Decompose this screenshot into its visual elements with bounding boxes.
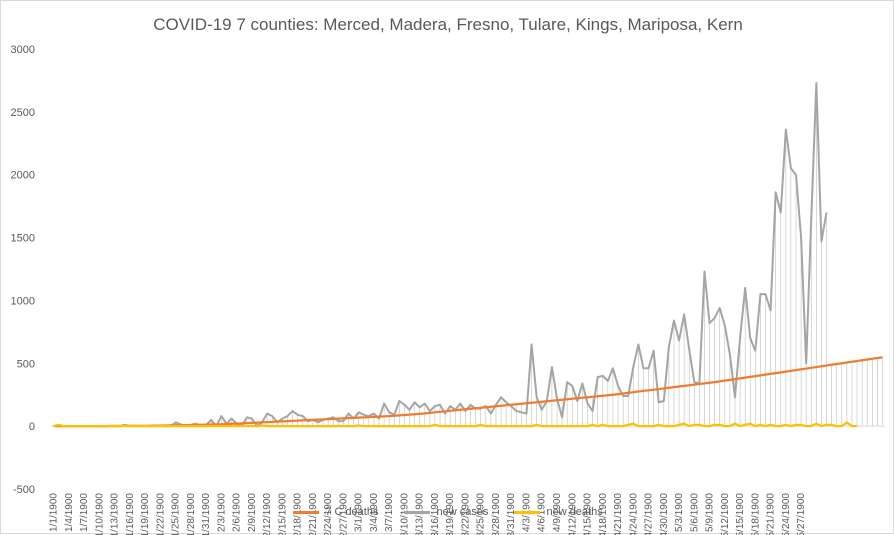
x-tick-label: 2/24/1900 <box>323 493 334 535</box>
x-tick-label: 1/13/1900 <box>110 493 121 535</box>
x-tick-label: 4/30/1900 <box>659 493 670 535</box>
y-tick-label: 1000 <box>11 295 35 307</box>
y-tick-label: 0 <box>29 421 35 433</box>
x-tick-label: 2/9/1900 <box>247 493 258 532</box>
x-tick-label: 2/12/1900 <box>262 493 273 535</box>
x-tick-label: 4/9/1900 <box>552 493 563 532</box>
x-tick-label: 4/18/1900 <box>598 493 609 535</box>
x-tick-label: 3/10/1900 <box>399 493 410 535</box>
x-tick-label: 3/31/1900 <box>506 493 517 535</box>
x-tick-label: 1/7/1900 <box>79 493 90 532</box>
x-tick-label: 5/12/1900 <box>720 493 731 535</box>
x-tick-label: 5/9/1900 <box>705 493 716 532</box>
legend-label: new deaths <box>546 506 603 518</box>
y-tick-label: 500 <box>17 358 35 370</box>
chart-legend: 7 C deaths new cases new deaths <box>1 506 894 518</box>
x-tick-label: 3/19/1900 <box>445 493 456 535</box>
chart-title: COVID-19 7 counties: Merced, Madera, Fre… <box>153 15 743 34</box>
x-tick-label: 5/6/1900 <box>689 493 700 532</box>
y-tick-label: 2000 <box>11 170 35 182</box>
x-tick-label: 5/18/1900 <box>750 493 761 535</box>
x-tick-label: 2/21/1900 <box>308 493 319 535</box>
x-tick-label: 2/18/1900 <box>293 493 304 535</box>
legend-label: 7 C deaths <box>325 506 379 518</box>
x-tick-label: 5/21/1900 <box>766 493 777 535</box>
y-tick-label: 2500 <box>11 107 35 119</box>
legend-label: new cases <box>436 506 489 518</box>
x-tick-label: 1/31/1900 <box>201 493 212 535</box>
x-tick-label: 2/3/1900 <box>216 493 227 532</box>
x-tick-label: 2/15/1900 <box>277 493 288 535</box>
y-tick-label: 3000 <box>11 44 35 56</box>
x-tick-label: 5/15/1900 <box>735 493 746 535</box>
legend-item: 7 C deaths <box>293 506 378 518</box>
x-tick-label: 2/27/1900 <box>338 493 349 535</box>
x-tick-label: 3/1/1900 <box>354 493 365 532</box>
x-tick-label: 5/27/1900 <box>796 493 807 535</box>
series-line-new-deaths <box>53 421 858 428</box>
x-tick-label: 1/10/1900 <box>94 493 105 535</box>
x-tick-label: 4/12/1900 <box>567 493 578 535</box>
series-line-7-c-deaths <box>53 356 883 428</box>
x-tick-label: 4/6/1900 <box>537 493 548 532</box>
x-tick-label: 1/4/1900 <box>64 493 75 532</box>
x-tick-label: 3/7/1900 <box>384 493 395 532</box>
y-tick-label: 1500 <box>11 233 35 245</box>
x-tick-label: 1/28/1900 <box>186 493 197 535</box>
x-tick-label: 4/24/1900 <box>628 493 639 535</box>
x-tick-label: 5/24/1900 <box>781 493 792 535</box>
x-tick-label: 4/27/1900 <box>644 493 655 535</box>
x-tick-label: 1/1/1900 <box>49 493 60 532</box>
x-tick-label: 1/16/1900 <box>125 493 136 535</box>
x-tick-label: 3/16/1900 <box>430 493 441 535</box>
x-tick-label: 1/19/1900 <box>140 493 151 535</box>
legend-item: new deaths <box>514 506 603 518</box>
x-tick-label: 1/25/1900 <box>171 493 182 535</box>
x-tick-label: 2/6/1900 <box>232 493 243 532</box>
legend-swatch <box>514 510 541 514</box>
x-tick-label: 5/3/1900 <box>674 493 685 532</box>
x-tick-label: 3/13/1900 <box>415 493 426 535</box>
x-tick-label: 3/22/1900 <box>460 493 471 535</box>
legend-swatch <box>293 510 320 514</box>
x-tick-label: 1/22/1900 <box>155 493 166 535</box>
x-tick-label: 4/15/1900 <box>583 493 594 535</box>
x-tick-label: 4/21/1900 <box>613 493 624 535</box>
series-line-new-cases <box>53 81 828 428</box>
legend-swatch <box>404 510 431 514</box>
y-tick-label: -500 <box>13 484 35 496</box>
x-tick-label: 3/28/1900 <box>491 493 502 535</box>
x-tick-label: 3/4/1900 <box>369 493 380 532</box>
legend-item: new cases <box>404 506 488 518</box>
x-tick-label: 3/25/1900 <box>476 493 487 535</box>
